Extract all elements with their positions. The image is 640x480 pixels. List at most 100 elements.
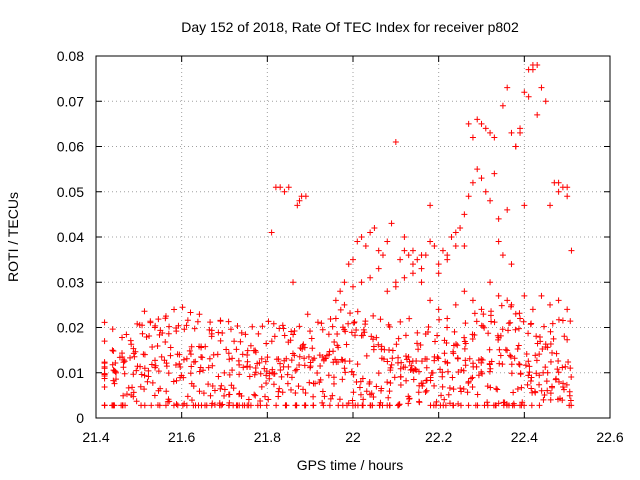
data-point <box>170 378 177 385</box>
data-point <box>296 353 303 360</box>
data-point <box>262 393 269 400</box>
data-point <box>347 310 354 317</box>
data-point <box>461 345 468 352</box>
data-point <box>462 340 469 347</box>
data-point <box>388 361 395 368</box>
data-point <box>329 323 336 330</box>
data-point <box>505 402 512 409</box>
data-point <box>181 326 188 333</box>
data-point <box>567 318 574 325</box>
data-point <box>288 357 295 364</box>
data-point <box>555 179 562 186</box>
data-point <box>296 323 303 330</box>
y-tick-label: 0.04 <box>57 229 84 245</box>
data-point <box>415 346 422 353</box>
data-point <box>431 353 438 360</box>
data-point <box>209 362 216 369</box>
data-point <box>127 354 134 361</box>
data-point <box>386 402 393 409</box>
data-point <box>326 402 333 409</box>
y-axis-label: ROTI / TECUs <box>5 192 21 282</box>
data-point <box>391 374 398 381</box>
data-point <box>269 369 276 376</box>
data-points <box>101 62 575 409</box>
data-point <box>415 389 422 396</box>
data-point <box>514 386 521 393</box>
data-point <box>163 388 170 395</box>
data-point <box>263 372 270 379</box>
data-point <box>485 330 492 337</box>
data-point <box>123 391 130 398</box>
data-point <box>398 359 405 366</box>
data-point <box>331 339 338 346</box>
y-tick-label: 0.08 <box>57 48 84 64</box>
data-point <box>252 364 259 371</box>
data-point <box>534 340 541 347</box>
data-point <box>307 363 314 370</box>
data-point <box>316 352 323 359</box>
data-point <box>470 360 477 367</box>
data-point <box>161 357 168 364</box>
data-point <box>482 125 489 132</box>
data-point <box>362 318 369 325</box>
data-point <box>290 331 297 338</box>
data-point <box>377 316 384 323</box>
data-point <box>350 256 356 263</box>
data-point <box>488 318 495 325</box>
data-point <box>494 332 501 339</box>
data-point <box>121 358 128 365</box>
data-point <box>367 274 374 281</box>
x-tick-label: 22.6 <box>596 429 623 445</box>
data-point <box>541 392 548 398</box>
data-point <box>538 387 545 394</box>
data-point <box>566 388 573 395</box>
data-point <box>528 320 535 327</box>
data-point <box>512 310 519 317</box>
data-point <box>375 265 382 272</box>
data-point <box>140 351 147 358</box>
data-point <box>138 371 145 378</box>
data-point <box>209 383 216 390</box>
data-point <box>294 202 301 209</box>
data-point <box>113 369 120 376</box>
data-point <box>176 351 183 358</box>
data-point <box>302 389 309 396</box>
data-point <box>359 375 366 382</box>
data-point <box>427 202 434 209</box>
data-point <box>514 346 521 353</box>
data-point <box>542 364 549 371</box>
data-point <box>508 261 515 268</box>
data-point <box>308 335 315 342</box>
data-point <box>310 402 317 409</box>
data-point <box>149 344 156 350</box>
data-point <box>567 365 574 372</box>
data-point <box>101 338 108 345</box>
data-point <box>423 387 430 394</box>
data-point <box>435 355 442 362</box>
data-point <box>458 388 465 395</box>
data-point <box>305 353 312 360</box>
data-point <box>239 351 246 358</box>
data-point <box>101 384 108 391</box>
data-point <box>165 370 172 377</box>
data-point <box>547 396 554 403</box>
data-point <box>427 238 434 245</box>
data-point <box>395 335 402 342</box>
data-point <box>525 358 532 365</box>
data-point <box>109 361 116 368</box>
data-point <box>511 355 518 362</box>
data-point <box>418 279 425 286</box>
data-point <box>219 401 226 408</box>
data-point <box>397 318 404 325</box>
data-point <box>510 400 517 407</box>
data-point <box>397 382 404 389</box>
data-point <box>544 344 551 351</box>
data-point <box>155 316 162 323</box>
data-point <box>273 402 280 409</box>
data-point <box>388 220 395 227</box>
data-point <box>211 387 218 394</box>
data-point <box>154 343 161 350</box>
data-point <box>141 308 148 315</box>
data-point <box>225 350 232 357</box>
